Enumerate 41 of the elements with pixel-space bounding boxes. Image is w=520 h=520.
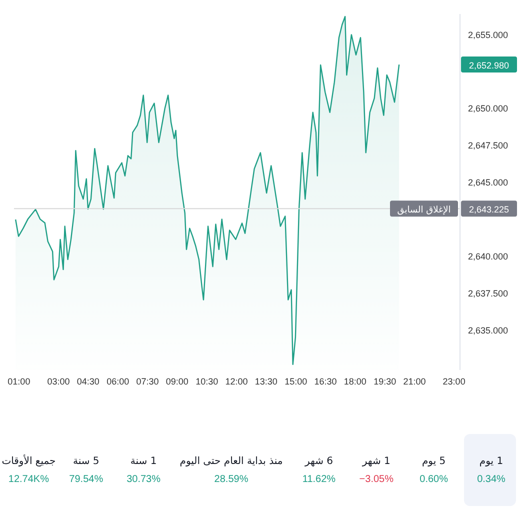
ref-line-label: الإغلاق السابق [397, 206, 451, 216]
data-label: 0.60% [420, 474, 448, 485]
category-label: 1 شهر [362, 455, 390, 468]
y-tick-label: 2,650.000 [468, 104, 508, 114]
x-tick-label: 18:00 [344, 376, 366, 386]
y-tick-label: 2,637.500 [468, 288, 508, 298]
data-label: −3.05% [359, 474, 394, 485]
x-tick-label: 16:30 [314, 376, 337, 386]
data-label: 0.34% [477, 474, 506, 485]
x-tick-label: 12:00 [225, 376, 248, 386]
y-tick-label: 2,635.000 [468, 325, 508, 336]
category-label: 1 يوم [479, 455, 504, 468]
data-label: 30.73% [126, 474, 161, 485]
x-tick-label: 03:00 [47, 376, 70, 386]
y-tick-label: 2,655.000 [468, 30, 508, 40]
category-label: 6 شهر [304, 455, 333, 468]
y-tick-label: 2,647.500 [468, 140, 508, 151]
category-label: 1 سنة [130, 455, 157, 468]
data-label: 11.62% [302, 474, 336, 485]
x-tick-label: 13:30 [254, 376, 278, 386]
y-tick-label: 2,640.000 [468, 251, 508, 262]
x-tick-label: 06:00 [106, 376, 130, 386]
text: 2,652.980 [468, 60, 510, 71]
x-tick-label: 09:00 [166, 376, 188, 386]
text: 2,643.225 [468, 204, 510, 215]
x-tick-label: 21:00 [403, 376, 426, 386]
x-tick-label: 19:30 [374, 376, 396, 386]
x-tick-label: 01:00 [8, 376, 30, 386]
x-tick-label: 04:30 [76, 376, 100, 386]
x-tick-label: 23:00 [442, 376, 466, 386]
x-tick-label: 07:30 [136, 376, 159, 386]
y-tick-label: 2,645.000 [468, 178, 508, 188]
category-label: 5 يوم [422, 455, 446, 468]
data-label: 28.59% [214, 474, 248, 485]
x-tick-label: 15:00 [284, 376, 308, 386]
category-label: 5 سنة [72, 455, 100, 468]
category-label: جميع الأوقات [2, 455, 56, 468]
x-tick-label: 10:30 [196, 376, 218, 386]
category-label: منذ بداية العام حتى اليوم [180, 455, 283, 468]
data-label: 79.54% [69, 474, 104, 485]
data-label: 12.74K% [8, 474, 49, 485]
